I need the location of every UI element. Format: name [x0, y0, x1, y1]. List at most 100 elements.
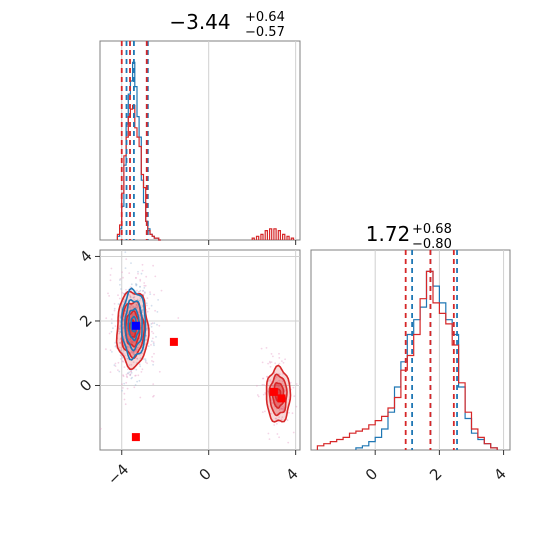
- marginal-y-tick-label: 0: [362, 465, 381, 484]
- joint-sample-point: [119, 283, 121, 286]
- joint-sample-point: [153, 344, 155, 347]
- joint-sample-point: [128, 306, 130, 309]
- joint-x-tick-label: 4: [282, 465, 301, 484]
- joint-sample-point: [99, 427, 102, 430]
- joint-sample-point: [127, 337, 130, 340]
- joint-sample-point: [133, 296, 136, 298]
- joint-sample-point: [140, 272, 143, 275]
- joint-sample-point: [275, 376, 278, 379]
- joint-sample-point: [109, 274, 112, 276]
- joint-sample-point: [151, 360, 153, 362]
- joint-sample-point: [282, 361, 285, 364]
- joint-sample-point: [152, 342, 155, 345]
- joint-sample-point: [135, 374, 137, 377]
- joint-sample-point: [126, 387, 129, 390]
- joint-sample-point: [132, 340, 135, 343]
- joint-sample-point: [117, 369, 119, 371]
- joint-sample-point: [156, 311, 159, 313]
- marginal-y-title-value: 1.72: [366, 222, 411, 246]
- joint-sample-point: [129, 296, 132, 299]
- joint-sample-point: [127, 368, 129, 371]
- joint-sample-point: [132, 296, 135, 299]
- joint-sample-point: [158, 370, 161, 373]
- joint-sample-point: [152, 395, 154, 398]
- joint-sample-point: [121, 291, 124, 294]
- joint-sample-point: [150, 344, 152, 346]
- joint-sample-point: [135, 284, 138, 287]
- joint-sample-point: [141, 263, 144, 266]
- joint-sample-point: [129, 374, 132, 376]
- joint-sample-point: [282, 407, 285, 409]
- joint-sample-point: [282, 409, 285, 411]
- joint-sample-point: [280, 407, 283, 410]
- joint-sample-point: [124, 403, 127, 406]
- joint-sample-point: [135, 368, 138, 371]
- joint-sample-point: [128, 294, 131, 296]
- joint-sample-point: [123, 398, 126, 401]
- joint-sample-point: [122, 327, 125, 330]
- joint-sample-point: [135, 349, 138, 352]
- joint-sample-point: [132, 361, 135, 363]
- joint-sample-point: [126, 329, 128, 332]
- joint-sample-point: [121, 360, 124, 363]
- joint-sample-point: [146, 362, 149, 365]
- joint-sample-point: [143, 282, 146, 284]
- joint-sample-point: [122, 300, 125, 303]
- joint-sample-point: [146, 329, 148, 331]
- joint-sample-point: [144, 358, 147, 360]
- joint-sample-point: [113, 309, 116, 312]
- joint-sample-point: [139, 289, 142, 292]
- joint-sample-point: [262, 393, 265, 396]
- joint-sample-point: [268, 438, 271, 440]
- joint-sample-point: [130, 283, 133, 286]
- joint-sample-point: [276, 433, 279, 435]
- joint-sample-point: [119, 341, 122, 344]
- joint-sample-point: [113, 307, 116, 310]
- joint-sample-point: [135, 304, 138, 306]
- joint-sample-point: [135, 304, 138, 306]
- joint-sample-point: [150, 325, 153, 328]
- joint-sample-point: [114, 365, 117, 367]
- joint-sample-point: [113, 302, 116, 305]
- joint-sample-point: [262, 377, 265, 380]
- joint-sample-point: [274, 362, 277, 365]
- joint-sample-point: [120, 355, 123, 357]
- joint-sample-point: [148, 307, 151, 310]
- joint-sample-point: [122, 375, 125, 378]
- joint-sample-point: [281, 380, 284, 383]
- joint-sample-point: [124, 267, 127, 269]
- joint-sample-point: [117, 361, 120, 364]
- joint-sample-point: [139, 365, 142, 368]
- joint-sample-point: [122, 276, 124, 279]
- marginal-y-tick-label: 4: [490, 465, 509, 484]
- joint-sample-point: [144, 361, 147, 363]
- joint-sample-point: [135, 348, 138, 351]
- joint-sample-point: [119, 331, 122, 333]
- joint-sample-point: [145, 275, 148, 278]
- joint-sample-point: [114, 345, 117, 348]
- joint-sample-point: [289, 381, 292, 384]
- joint-sample-point: [145, 302, 148, 305]
- joint-sample-point: [278, 384, 281, 387]
- joint-sample-point: [124, 354, 126, 357]
- joint-sample-point: [150, 323, 153, 325]
- joint-sample-point: [278, 436, 280, 439]
- joint-contour: [127, 307, 140, 342]
- joint-sample-point: [154, 309, 157, 312]
- joint-y-tick-label: 4: [76, 247, 95, 266]
- joint-sample-point: [109, 349, 112, 352]
- joint-sample-point: [119, 354, 122, 356]
- joint-sample-point: [143, 358, 145, 360]
- joint-sample-point: [129, 374, 132, 377]
- joint-sample-point: [118, 332, 121, 335]
- joint-sample-point: [111, 351, 113, 353]
- joint-sample-point: [135, 283, 138, 286]
- joint-y-tick-label: 2: [76, 311, 95, 330]
- joint-sample-point: [132, 351, 135, 354]
- joint-sample-point: [124, 310, 127, 312]
- joint-sample-point: [135, 277, 137, 279]
- joint-sample-point: [133, 386, 136, 389]
- joint-sample-point: [132, 305, 135, 308]
- marginal-y-frame: [310, 249, 511, 451]
